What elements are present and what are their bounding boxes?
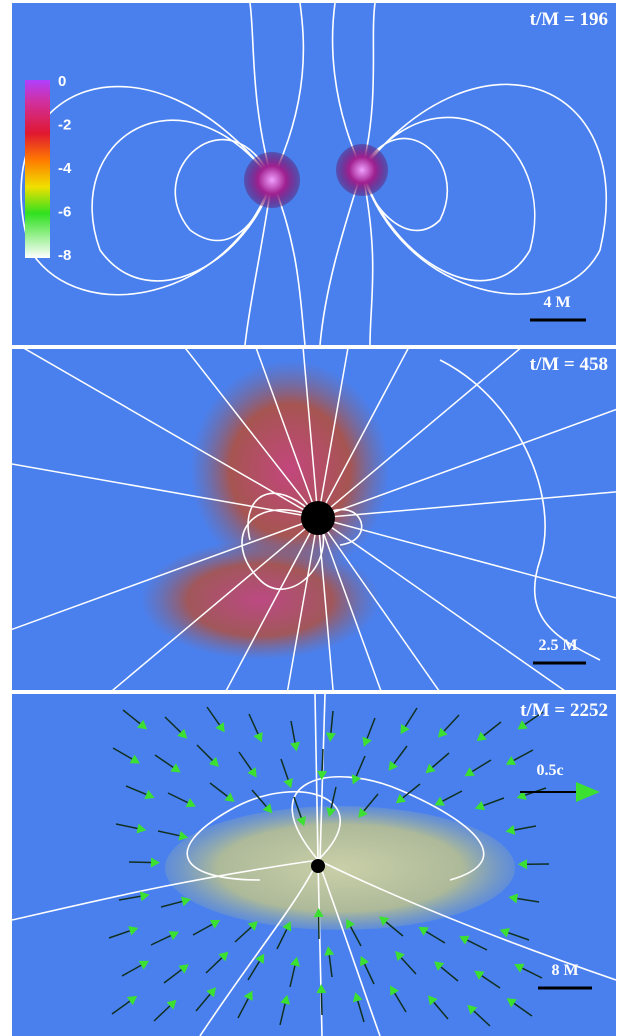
colorbar-tick-label: -2 <box>58 116 71 133</box>
time-label: t/M = 2252 <box>520 700 608 721</box>
time-label: t/M = 196 <box>530 9 608 30</box>
colorbar-tick-label: -8 <box>58 247 71 264</box>
colorbar-tick-label: -4 <box>58 160 72 177</box>
scale-label: 4 M <box>543 294 570 311</box>
time-label: t/M = 458 <box>530 354 608 375</box>
scale-label: 2.5 M <box>538 637 577 654</box>
figure: 0-2-4-6-8 t/M = 196 4 M t/M = 458 2.5 M … <box>0 0 628 1036</box>
colorbar-tick-label: -6 <box>58 203 71 220</box>
velocity-vector <box>322 749 323 771</box>
velocity-label: 0.5c <box>536 762 563 779</box>
page: 0-2-4-6-8 t/M = 196 4 M t/M = 458 2.5 M … <box>0 0 628 1036</box>
velocity-vector <box>321 993 322 1015</box>
colorbar-tick-label: 0 <box>58 73 66 90</box>
scale-label: 8 M <box>551 962 578 979</box>
panel-1: 0 -2 -4 -6 -8 t/M = 196 4 M <box>12 3 616 345</box>
panel-3: t/M = 2252 0.5c 8 M <box>12 694 616 1036</box>
